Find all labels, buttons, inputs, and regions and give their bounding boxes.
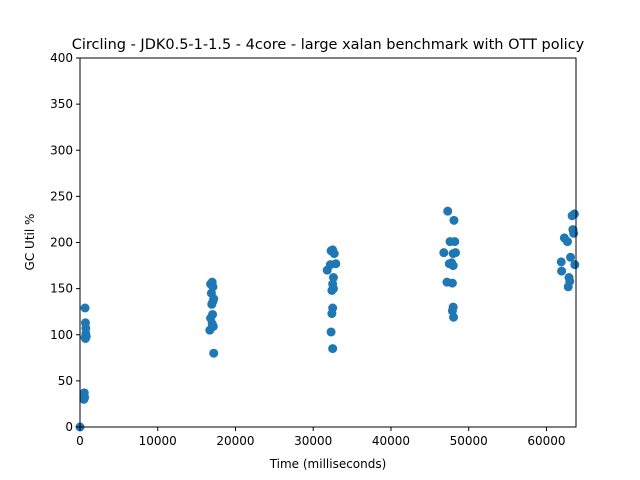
- data-point: [447, 278, 457, 288]
- x-tick-label: 20000: [216, 434, 254, 448]
- data-point: [328, 284, 338, 294]
- y-tick-label: 100: [50, 328, 73, 342]
- data-point: [81, 329, 91, 339]
- data-point: [328, 344, 338, 354]
- data-point: [443, 206, 453, 216]
- data-point: [208, 282, 218, 292]
- data-point: [208, 309, 218, 319]
- x-tick-label: 40000: [372, 434, 410, 448]
- data-point: [329, 249, 339, 259]
- y-tick-label: 200: [50, 236, 73, 250]
- x-tick-label: 30000: [294, 434, 332, 448]
- plot-frame: [79, 57, 577, 428]
- data-point: [80, 392, 90, 402]
- data-point: [449, 215, 459, 225]
- data-point: [449, 312, 459, 322]
- data-points: [75, 206, 580, 432]
- data-point: [439, 248, 449, 258]
- data-point: [570, 260, 580, 270]
- data-point: [327, 309, 337, 319]
- data-point: [326, 327, 336, 337]
- data-point: [448, 261, 458, 271]
- y-tick-label: 150: [50, 282, 73, 296]
- data-point: [569, 228, 579, 238]
- y-tick-label: 300: [50, 143, 73, 157]
- data-point: [208, 321, 218, 331]
- y-tick-label: 350: [50, 97, 73, 111]
- y-tick-label: 0: [65, 420, 73, 434]
- x-tick-label: 0: [76, 434, 84, 448]
- y-tick-label: 400: [50, 51, 73, 65]
- data-point: [566, 252, 576, 262]
- data-point: [569, 209, 579, 219]
- x-tick-label: 10000: [139, 434, 177, 448]
- data-point: [557, 266, 567, 276]
- x-tick-label: 50000: [450, 434, 488, 448]
- data-point: [450, 237, 460, 247]
- data-point: [562, 237, 572, 247]
- y-tick-label: 250: [50, 189, 73, 203]
- axis-ticks: 0 10000 20000 30000 40000 50000 60000 0 50 100 150…: [50, 51, 565, 448]
- data-point: [556, 257, 566, 267]
- x-axis-label: Time (milliseconds): [269, 457, 387, 471]
- data-point: [448, 302, 458, 312]
- x-tick-label: 60000: [527, 434, 565, 448]
- y-tick-label: 50: [58, 374, 73, 388]
- data-point: [80, 303, 90, 313]
- data-point: [209, 294, 219, 304]
- data-point: [331, 259, 341, 269]
- chart-title: Circling - JDK0.5-1-1.5 - 4core - large …: [72, 37, 585, 53]
- y-axis-label: GC Util %: [23, 214, 37, 271]
- data-point: [448, 249, 458, 259]
- data-point: [209, 348, 219, 358]
- data-point: [565, 276, 575, 286]
